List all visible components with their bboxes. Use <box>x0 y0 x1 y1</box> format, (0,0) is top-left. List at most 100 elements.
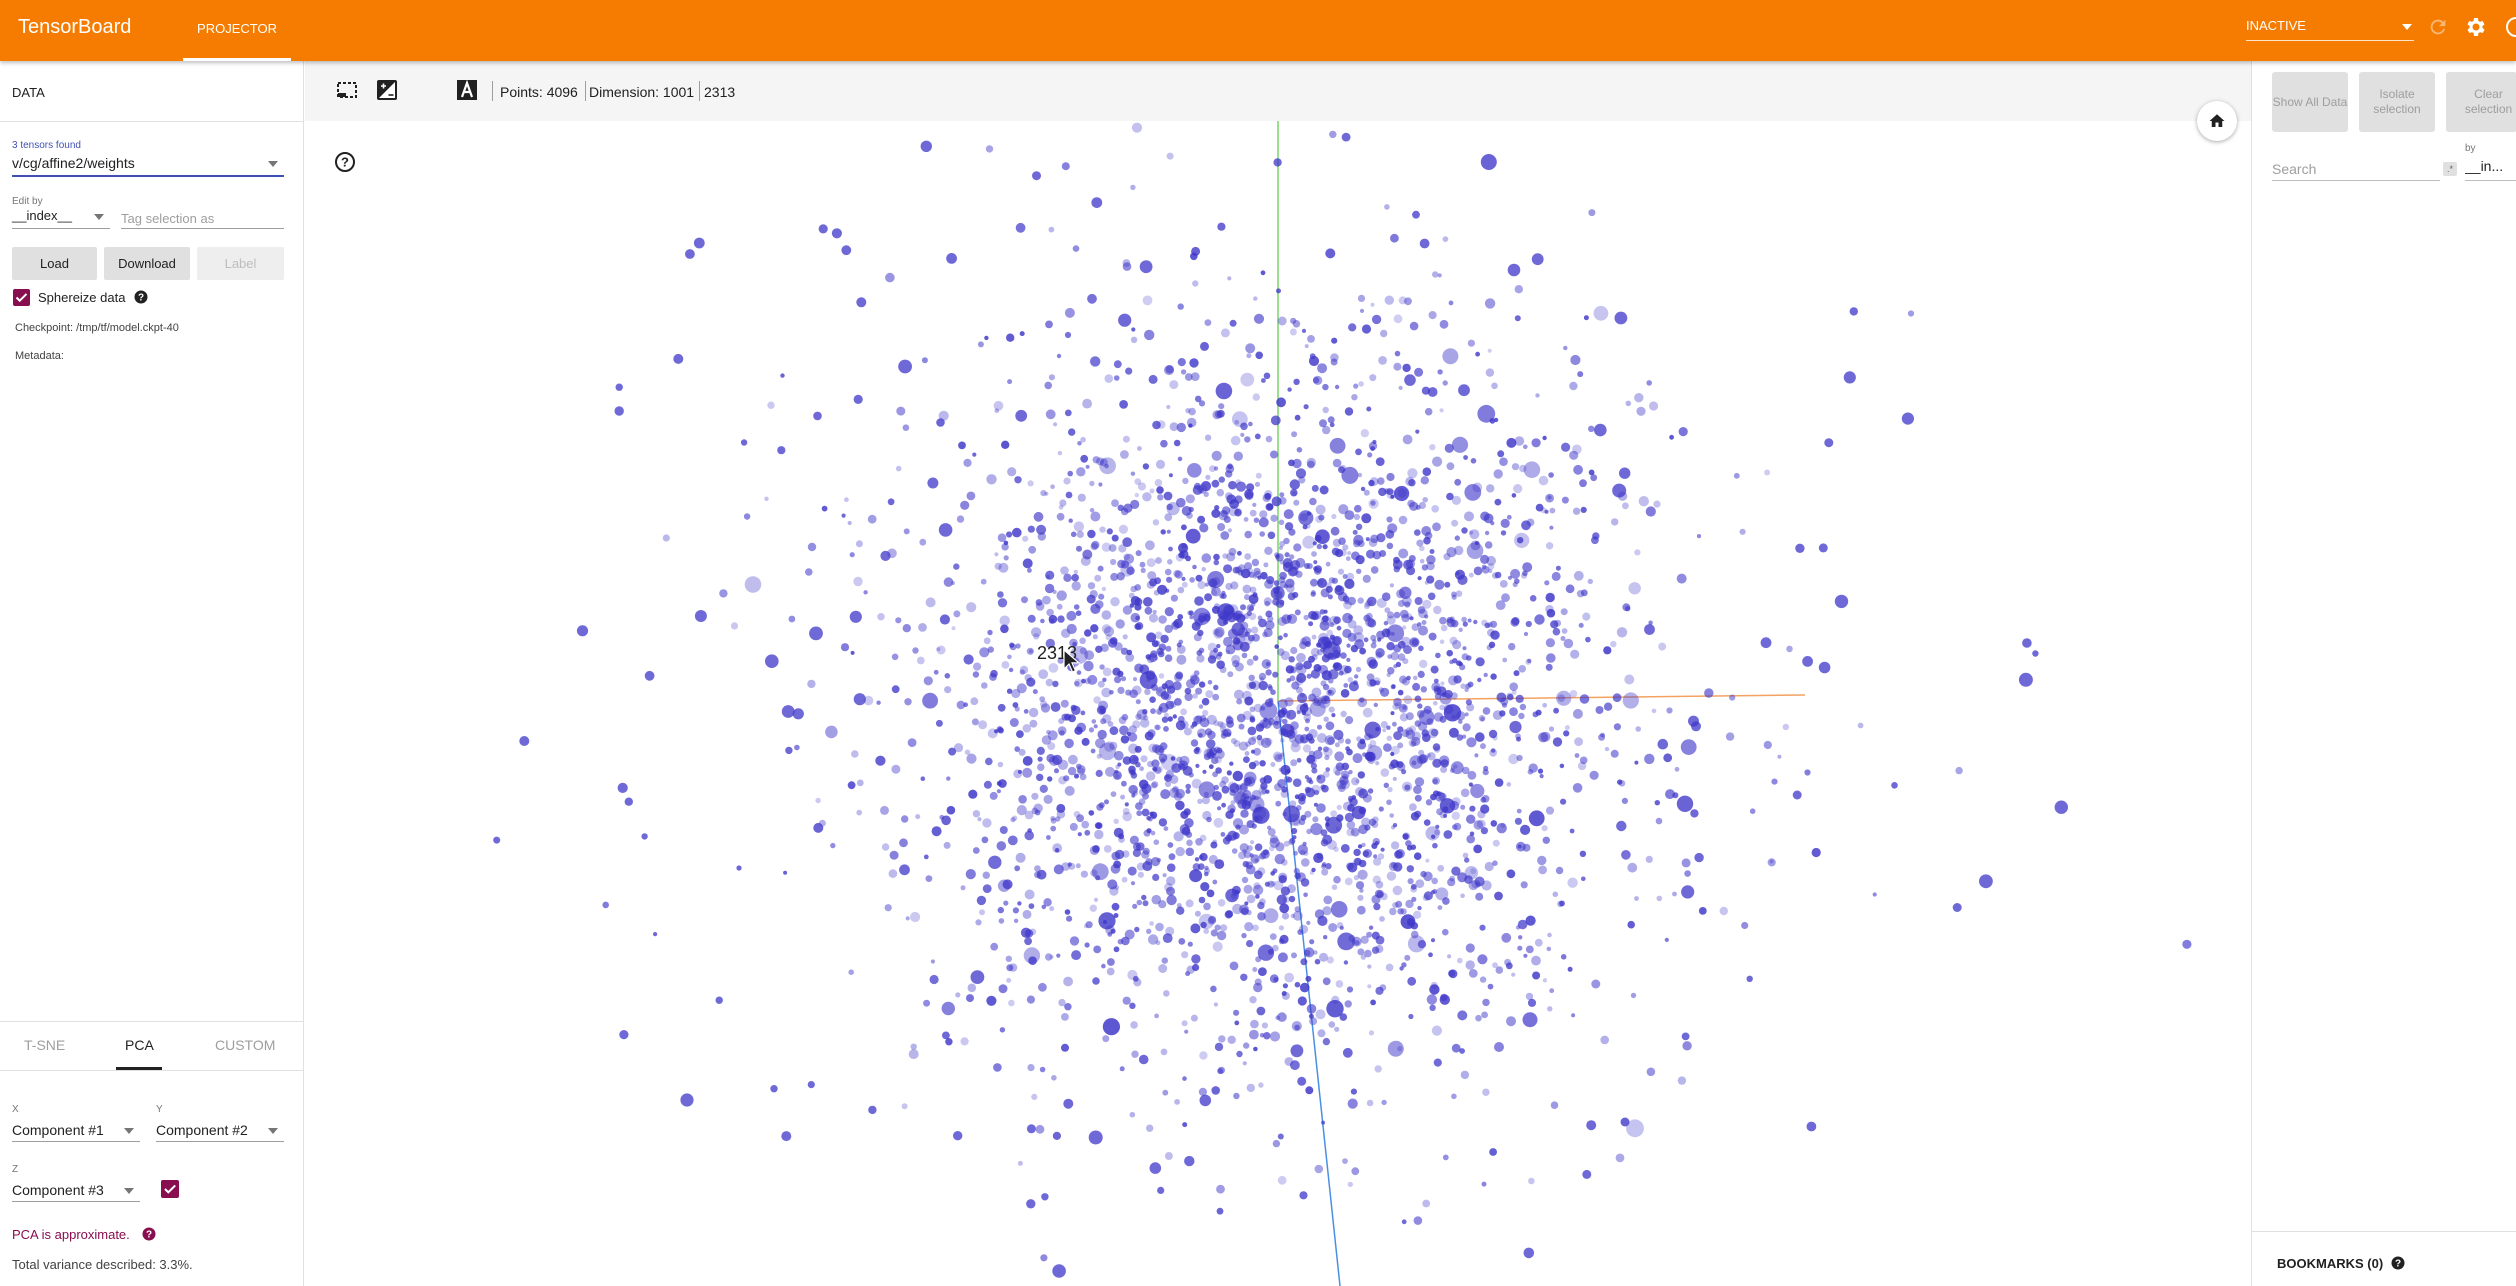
embedding-point[interactable] <box>1434 579 1445 590</box>
embedding-point[interactable] <box>1132 720 1141 729</box>
embedding-point[interactable] <box>1322 544 1328 550</box>
embedding-point[interactable] <box>1466 814 1476 824</box>
embedding-point[interactable] <box>788 615 796 623</box>
embedding-point[interactable] <box>1075 610 1082 616</box>
embedding-point[interactable] <box>1417 670 1425 679</box>
embedding-point[interactable] <box>1127 969 1138 981</box>
embedding-point[interactable] <box>1214 1042 1224 1052</box>
embedding-point[interactable] <box>1396 761 1404 768</box>
embedding-point[interactable] <box>958 441 966 450</box>
embedding-point[interactable] <box>1150 782 1157 789</box>
embedding-point[interactable] <box>1134 492 1139 498</box>
embedding-point[interactable] <box>1048 614 1058 624</box>
embedding-point[interactable] <box>1185 899 1194 908</box>
embedding-point[interactable] <box>805 568 813 576</box>
embedding-point[interactable] <box>1302 744 1312 753</box>
embedding-point[interactable] <box>1354 504 1362 513</box>
embedding-point[interactable] <box>877 613 885 621</box>
embedding-point[interactable] <box>1401 677 1410 686</box>
embedding-point[interactable] <box>1891 782 1898 789</box>
embedding-point[interactable] <box>1064 785 1075 796</box>
embedding-point[interactable] <box>1202 810 1212 821</box>
embedding-point[interactable] <box>918 623 927 632</box>
embedding-point[interactable] <box>1034 809 1041 816</box>
embedding-point[interactable] <box>1290 1044 1304 1058</box>
embedding-point[interactable] <box>1081 737 1090 746</box>
embedding-point[interactable] <box>1273 580 1280 586</box>
embedding-point[interactable] <box>1330 901 1348 918</box>
embedding-point[interactable] <box>1397 726 1404 733</box>
embedding-point[interactable] <box>1156 420 1166 429</box>
embedding-point[interactable] <box>1393 731 1403 741</box>
embedding-point[interactable] <box>1014 706 1020 712</box>
embedding-point[interactable] <box>1325 721 1335 731</box>
embedding-point[interactable] <box>1156 486 1164 494</box>
embedding-point[interactable] <box>1517 919 1528 930</box>
embedding-point[interactable] <box>1222 553 1228 559</box>
embedding-point[interactable] <box>1287 387 1292 392</box>
embedding-point[interactable] <box>1579 694 1590 704</box>
embedding-point[interactable] <box>1414 597 1423 605</box>
embedding-point[interactable] <box>1480 804 1490 814</box>
embedding-point[interactable] <box>1413 910 1422 919</box>
embedding-point[interactable] <box>1032 689 1038 695</box>
embedding-point[interactable] <box>1460 893 1465 899</box>
embedding-point[interactable] <box>1002 879 1013 890</box>
embedding-point[interactable] <box>1282 561 1294 573</box>
embedding-point[interactable] <box>1087 529 1096 539</box>
embedding-point[interactable] <box>1439 755 1450 766</box>
embedding-point[interactable] <box>1394 350 1401 357</box>
embedding-point[interactable] <box>1225 464 1235 474</box>
embedding-point[interactable] <box>1204 871 1209 877</box>
embedding-point[interactable] <box>1215 749 1225 759</box>
embedding-point[interactable] <box>1628 582 1641 595</box>
embedding-point[interactable] <box>1069 638 1078 648</box>
embedding-point[interactable] <box>1563 638 1574 649</box>
tab-pca[interactable]: PCA <box>125 1037 154 1053</box>
embedding-point[interactable] <box>1681 1032 1690 1041</box>
embedding-point[interactable] <box>1047 776 1053 782</box>
embedding-point[interactable] <box>1411 731 1421 741</box>
embedding-point[interactable] <box>1482 769 1489 776</box>
embedding-point[interactable] <box>1446 492 1454 501</box>
embedding-point[interactable] <box>1331 547 1340 556</box>
embedding-point[interactable] <box>1336 779 1347 790</box>
embedding-point[interactable] <box>1216 643 1221 649</box>
embedding-point[interactable] <box>1052 589 1057 594</box>
embedding-point[interactable] <box>1248 634 1255 642</box>
embedding-point[interactable] <box>1367 964 1372 969</box>
embedding-point[interactable] <box>1277 755 1282 760</box>
embedding-point[interactable] <box>979 909 985 916</box>
embedding-point[interactable] <box>1101 542 1112 552</box>
embedding-point[interactable] <box>1561 496 1569 504</box>
embedding-point[interactable] <box>831 228 843 239</box>
embedding-point[interactable] <box>851 750 859 758</box>
embedding-point[interactable] <box>1355 555 1365 565</box>
embedding-point[interactable] <box>1387 654 1393 659</box>
embedding-point[interactable] <box>1401 613 1410 623</box>
embedding-point[interactable] <box>1496 692 1507 703</box>
embedding-point[interactable] <box>1022 909 1032 919</box>
embedding-point[interactable] <box>1422 467 1432 477</box>
embedding-point[interactable] <box>1239 641 1250 652</box>
embedding-point[interactable] <box>1381 592 1391 601</box>
embedding-point[interactable] <box>1163 491 1173 501</box>
embedding-point[interactable] <box>1560 608 1568 616</box>
embedding-point[interactable] <box>1167 559 1173 565</box>
show-all-data-button[interactable]: Show All Data <box>2272 72 2348 132</box>
embedding-point[interactable] <box>1469 529 1480 540</box>
embedding-point[interactable] <box>1400 609 1409 619</box>
embedding-point[interactable] <box>1197 798 1203 804</box>
embedding-point[interactable] <box>1398 548 1409 559</box>
embedding-point[interactable] <box>1514 436 1525 446</box>
embedding-point[interactable] <box>1492 962 1498 969</box>
embedding-point[interactable] <box>1096 457 1105 466</box>
embedding-point[interactable] <box>1053 422 1058 427</box>
embedding-point[interactable] <box>1421 564 1429 571</box>
embedding-point[interactable] <box>1010 817 1016 823</box>
embedding-point[interactable] <box>1129 689 1138 698</box>
embedding-point[interactable] <box>856 297 867 308</box>
embedding-point[interactable] <box>1477 810 1486 819</box>
embedding-point[interactable] <box>1299 849 1306 856</box>
embedding-point[interactable] <box>1351 1167 1360 1176</box>
